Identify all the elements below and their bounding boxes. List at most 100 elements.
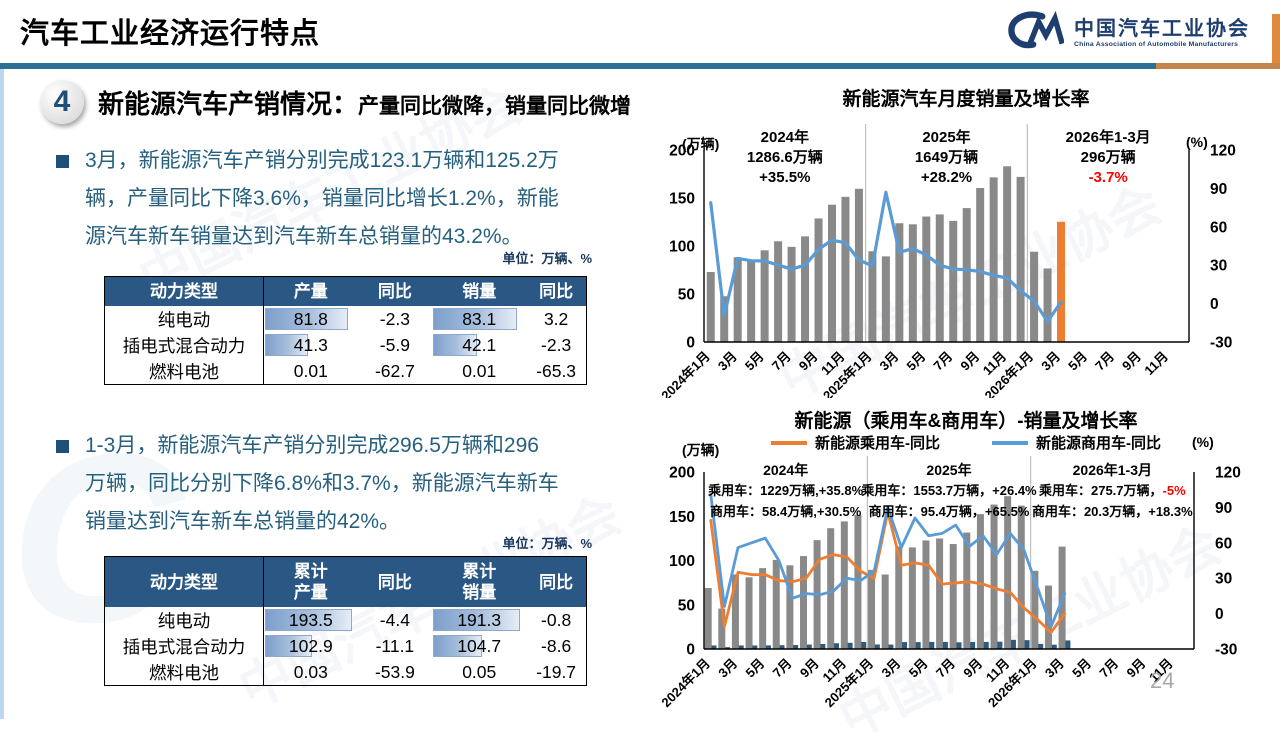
y-right-tick-label: 0	[1210, 296, 1219, 313]
value-cell: 0.01	[293, 360, 328, 381]
y-right-axis-unit: (%)	[1186, 134, 1208, 150]
y-left-tick-label: 100	[669, 239, 695, 256]
bar	[949, 544, 957, 649]
value-cell: -2.3	[379, 308, 410, 329]
x-tick-label: 5月	[906, 656, 931, 681]
bar	[1017, 505, 1025, 649]
x-tick-label: 3月	[1042, 656, 1067, 681]
row-label-cell: 纯电动	[104, 607, 265, 633]
table-row: 纯电动 81.8 -2.3 83.1 3.2	[104, 306, 587, 332]
bar	[895, 546, 903, 649]
chart-title: 新能源汽车月度销量及增长率	[842, 89, 1090, 110]
bar	[834, 643, 840, 649]
nev-monthly-sales-chart: 新能源汽车月度销量及增长率 (万辆) (%) 0 50 100 150 200 -30 0 3…	[652, 80, 1280, 398]
bar	[956, 642, 962, 649]
corner-accent-bar	[1272, 14, 1280, 63]
y-left-axis-unit: (万辆)	[682, 136, 720, 152]
table-header-cell: 累计 销量	[432, 556, 527, 607]
bar	[915, 642, 921, 649]
bar	[725, 647, 731, 649]
value-cell: -62.7	[374, 360, 415, 381]
x-tick-label: 9月	[960, 656, 985, 681]
value-cell: 81.8	[264, 306, 358, 332]
y-right-tick-label: 0	[1215, 606, 1224, 623]
logo-org-name-cn: 中国汽车工业协会	[1074, 18, 1250, 40]
row-label-cell: 插电式混合动力	[104, 633, 265, 659]
x-tick-label: 9月	[796, 349, 821, 374]
y-left-tick-label: 100	[669, 553, 695, 570]
section-number-badge: 4	[40, 80, 84, 124]
bar	[1016, 176, 1025, 342]
legend-item-passenger: 新能源乘用车-同比	[771, 432, 940, 453]
chart-title: 新能源（乘用车&商用车）-销量及增长率	[794, 411, 1138, 432]
caam-logo: 中国汽车工业协会 China Association of Automobile…	[1006, 8, 1250, 57]
unit-label: 单位：万辆、%	[502, 536, 592, 551]
y-right-tick-label: -30	[1210, 335, 1232, 352]
table-row: 纯电动 193.5 -4.4 191.3 -0.8	[104, 607, 587, 633]
bar	[949, 220, 958, 342]
x-tick-label: 5月	[903, 349, 928, 374]
bar	[1030, 251, 1039, 342]
y-right-axis-unit: (%)	[1192, 434, 1214, 450]
value-cell: 0.05	[462, 661, 497, 682]
unit-label: 单位：万辆、%	[502, 251, 592, 266]
section-subtitle: 产量同比微降，销量同比微增	[358, 94, 632, 118]
y-left-tick-label: 200	[669, 465, 695, 482]
bar	[706, 272, 715, 342]
table-row: 插电式混合动力 102.9 -11.1 104.7 -8.6	[104, 633, 587, 659]
chart-legend: 新能源乘用车-同比 新能源商用车-同比	[652, 432, 1280, 453]
y-right-tick-label: 60	[1210, 219, 1227, 236]
value-cell: -5.9	[379, 334, 410, 355]
bar	[759, 568, 767, 649]
left-edge-strip	[0, 69, 4, 719]
value-cell: 104.7	[432, 633, 526, 659]
monthly-production-sales-table: 动力类型 产量 同比 销量 同比 纯电动 81.8 -2.3 83.1 3.2 插电式混合动力 41.…	[104, 276, 587, 385]
bar	[1065, 640, 1071, 649]
cell-data-bar	[265, 334, 308, 356]
bar	[733, 257, 742, 342]
bar	[881, 574, 889, 649]
legend-line-swatch	[771, 440, 807, 445]
bar	[922, 216, 931, 342]
y-right-tick-label: 90	[1210, 181, 1227, 198]
section-heading: 4 新能源汽车产销情况：产量同比微降，销量同比微增	[40, 80, 631, 124]
table-header-cell: 销量	[432, 276, 527, 306]
bullet-march-summary: 3月，新能源汽车产销分别完成123.1万辆和125.2万 辆，产量同比下降3.6…	[56, 142, 636, 256]
x-tick-label: 7月	[1092, 349, 1117, 374]
y-right-tick-label: 30	[1210, 258, 1227, 275]
x-tick-label: 2024年1月	[658, 349, 713, 398]
table-header-cell: 动力类型	[104, 556, 265, 607]
table-header-cell: 累计 产量	[263, 556, 358, 607]
growth-line-1	[709, 493, 1067, 628]
bar	[801, 236, 810, 342]
caam-logo-icon	[1006, 8, 1065, 57]
x-tick-label: 7月	[1096, 656, 1121, 681]
nev-pv-cv-sales-chart: 新能源（乘用车&商用车）-销量及增长率 新能源乘用车-同比 新能源商用车-同比 …	[652, 398, 1280, 719]
bar	[854, 188, 863, 342]
legend-item-commercial: 新能源商用车-同比	[992, 432, 1161, 453]
y-left-tick-label: 50	[678, 287, 695, 304]
y-right-tick-label: 60	[1215, 535, 1232, 552]
page-number: 24	[1150, 668, 1175, 693]
x-tick-label: 7月	[770, 656, 795, 681]
x-tick-label: 5月	[742, 349, 767, 374]
bar	[868, 251, 877, 342]
bar	[922, 540, 930, 649]
bar	[895, 223, 904, 342]
bar	[935, 214, 944, 342]
bar	[787, 246, 796, 342]
bullet-text: 3月，新能源汽车产销分别完成123.1万辆和125.2万 辆，产量同比下降3.6…	[85, 149, 559, 248]
bar	[847, 642, 853, 649]
cell-data-bar	[433, 609, 521, 631]
legend-line-swatch	[992, 440, 1028, 445]
value-cell: -65.3	[536, 360, 577, 381]
y-left-tick-label: 0	[686, 642, 695, 659]
bar	[962, 208, 971, 342]
x-tick-label: 9月	[1119, 349, 1144, 374]
bar	[1051, 644, 1057, 649]
y-right-tick-label: 120	[1215, 465, 1241, 482]
slide: { "header": { "title": "汽车工业经济运行特点", "lo…	[0, 8, 1280, 750]
row-label-cell: 纯电动	[104, 306, 265, 332]
